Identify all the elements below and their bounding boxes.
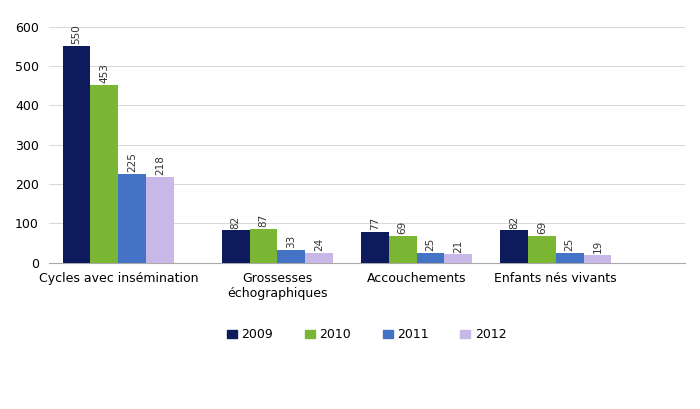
Bar [305, 253, 333, 263]
Text: 550: 550 [71, 25, 82, 45]
Text: 82: 82 [509, 215, 519, 229]
Bar [62, 47, 90, 263]
Text: 25: 25 [565, 238, 575, 251]
Text: 19: 19 [592, 240, 603, 253]
Bar [222, 231, 249, 263]
Text: 24: 24 [314, 238, 324, 252]
Bar [528, 236, 556, 263]
Bar [584, 255, 611, 263]
Text: 453: 453 [99, 63, 109, 83]
Text: 33: 33 [286, 234, 296, 248]
Bar [389, 236, 416, 263]
Bar [146, 177, 174, 263]
Bar [90, 85, 118, 263]
Bar [361, 232, 388, 263]
Bar [118, 174, 146, 263]
Bar [444, 254, 472, 263]
Text: 25: 25 [426, 238, 435, 251]
Bar [416, 253, 444, 263]
Bar [249, 229, 277, 263]
Text: 225: 225 [127, 153, 137, 172]
Bar [500, 231, 528, 263]
Text: 21: 21 [454, 239, 463, 252]
Text: 82: 82 [230, 215, 241, 229]
Text: 77: 77 [370, 217, 380, 231]
Bar [277, 250, 305, 263]
Text: 69: 69 [537, 220, 547, 234]
Text: 218: 218 [155, 155, 165, 175]
Bar [556, 253, 584, 263]
Text: 87: 87 [258, 213, 269, 227]
Legend: 2009, 2010, 2011, 2012: 2009, 2010, 2011, 2012 [222, 324, 512, 346]
Text: 69: 69 [398, 220, 407, 234]
